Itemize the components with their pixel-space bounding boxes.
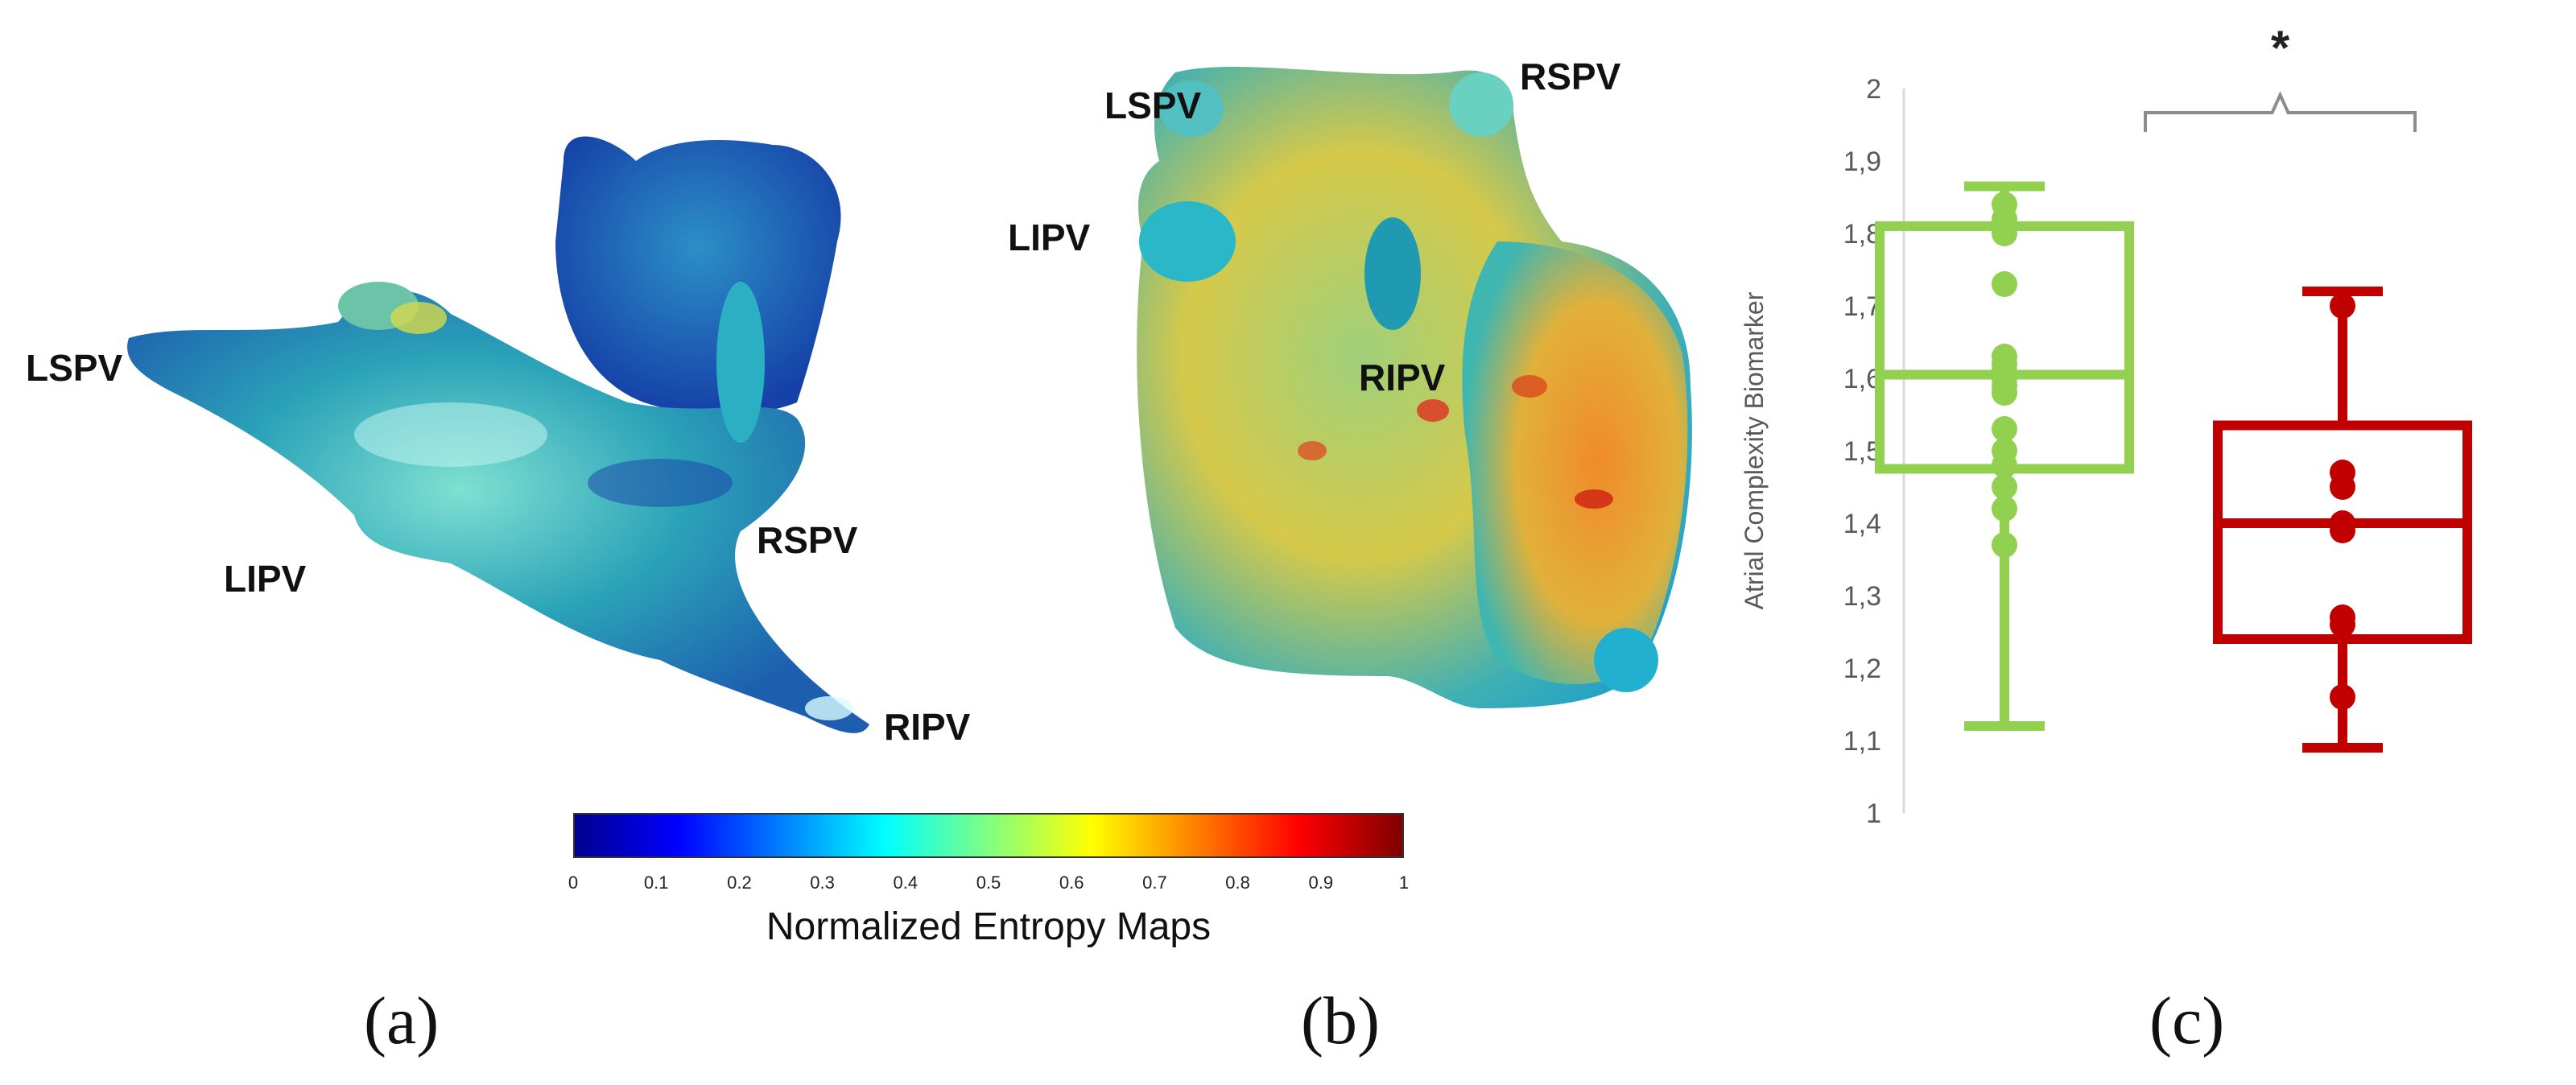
panel-b-lspv-label: LSPV xyxy=(1104,85,1202,126)
colorbar-tick-label: 0.3 xyxy=(810,873,835,893)
y-tick-label: 1,3 xyxy=(1843,581,1881,612)
data-point xyxy=(2330,612,2355,637)
colorbar-tick-label: 0.7 xyxy=(1142,873,1167,893)
panel-a-lspv-label: LSPV xyxy=(26,347,123,389)
colorbar-tick-label: 0 xyxy=(568,873,579,893)
colorbar-tick-label: 0.4 xyxy=(893,873,919,893)
y-tick-label: 1,2 xyxy=(1843,654,1881,684)
panel-b-ripv-label: RIPV xyxy=(1359,357,1446,398)
data-point xyxy=(2330,474,2355,500)
data-point xyxy=(1992,496,2017,522)
panel-b-rspv-label: RSPV xyxy=(1520,56,1621,97)
colorbar-tick-label: 0.1 xyxy=(643,873,669,893)
colorbar xyxy=(573,813,1404,858)
data-point xyxy=(2330,684,2355,710)
y-axis-label: Atrial Complexity Biomarker xyxy=(1740,291,1769,609)
panel-b-caption: (b) xyxy=(1301,984,1380,1058)
y-tick-label: 1,4 xyxy=(1843,509,1881,539)
data-point xyxy=(1992,474,2017,500)
colorbar-tick-label: 0.9 xyxy=(1308,873,1334,893)
data-point xyxy=(2330,518,2355,543)
y-tick-label: 1,1 xyxy=(1843,726,1881,757)
y-tick-label: 1 xyxy=(1866,798,1881,829)
panel-c-caption: (c) xyxy=(2149,984,2225,1058)
colorbar-tick-label: 1 xyxy=(1398,873,1410,893)
panel-b-lipv-label: LIPV xyxy=(1008,217,1091,258)
y-tick-label: 1,9 xyxy=(1843,146,1881,177)
data-point xyxy=(1992,416,2017,442)
data-point xyxy=(1992,271,2017,297)
panel-a-caption: (a) xyxy=(364,984,440,1058)
data-point xyxy=(1992,452,2017,478)
y-tick-label: 2 xyxy=(1866,74,1881,105)
box-iqr xyxy=(2213,420,2472,644)
colorbar-tick-label: 0.5 xyxy=(976,873,1001,893)
colorbar-title: Normalized Entropy Maps xyxy=(766,906,1212,948)
panel-a-rspv-label: RSPV xyxy=(757,519,858,561)
significance-bracket xyxy=(2144,91,2417,132)
colorbar-tick-label: 0.6 xyxy=(1059,873,1084,893)
colorbar-tick-label: 0.8 xyxy=(1225,873,1250,893)
panel-a-mesh xyxy=(127,136,870,733)
data-point xyxy=(1992,221,2017,246)
colorbar-tick-label: 0.2 xyxy=(727,873,752,893)
significance-star: * xyxy=(2271,21,2290,75)
panel-a-lipv-label: LIPV xyxy=(224,558,307,600)
panel-b-mesh xyxy=(1137,66,1692,709)
panel-a-ripv-label: RIPV xyxy=(884,706,971,748)
data-point xyxy=(2330,293,2355,319)
data-point xyxy=(1992,380,2017,406)
data-point xyxy=(1992,532,2017,558)
